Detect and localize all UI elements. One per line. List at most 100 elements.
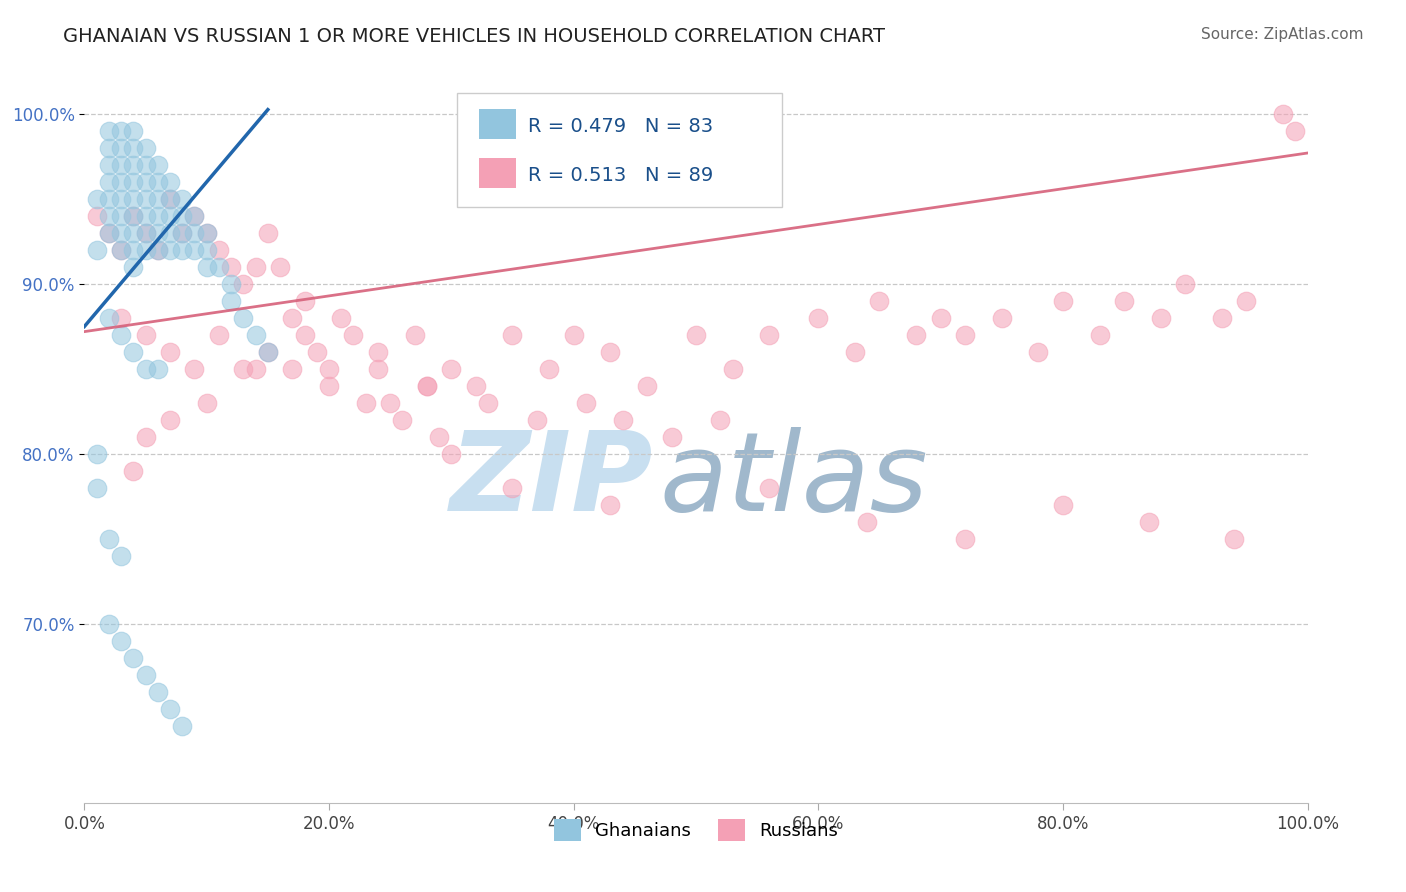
Point	[159, 413, 181, 427]
Point	[1150, 311, 1173, 326]
Point	[122, 141, 145, 155]
Point	[538, 362, 561, 376]
Point	[135, 175, 157, 189]
Point	[135, 243, 157, 257]
Point	[562, 328, 585, 343]
Point	[135, 209, 157, 223]
Point	[245, 362, 267, 376]
Text: R = 0.479   N = 83: R = 0.479 N = 83	[529, 118, 713, 136]
Point	[758, 328, 780, 343]
Point	[97, 226, 120, 240]
Point	[354, 396, 377, 410]
Point	[86, 192, 108, 206]
Point	[146, 192, 169, 206]
Point	[135, 226, 157, 240]
Point	[122, 124, 145, 138]
Point	[219, 260, 242, 274]
Point	[159, 192, 181, 206]
Text: R = 0.513   N = 89: R = 0.513 N = 89	[529, 167, 714, 186]
Point	[208, 328, 231, 343]
Point	[709, 413, 731, 427]
Point	[122, 464, 145, 478]
Point	[929, 311, 952, 326]
Point	[146, 362, 169, 376]
Point	[305, 345, 328, 359]
Point	[1114, 293, 1136, 308]
Point	[232, 362, 254, 376]
Point	[172, 719, 194, 733]
Point	[183, 226, 205, 240]
Point	[208, 243, 231, 257]
Point	[110, 243, 132, 257]
Point	[636, 379, 658, 393]
Point	[427, 430, 450, 444]
Point	[391, 413, 413, 427]
FancyBboxPatch shape	[479, 109, 516, 139]
Point	[110, 226, 132, 240]
Point	[97, 532, 120, 546]
Point	[183, 243, 205, 257]
Point	[122, 158, 145, 172]
Point	[1211, 311, 1233, 326]
Point	[122, 243, 145, 257]
Point	[135, 141, 157, 155]
Point	[318, 379, 340, 393]
Point	[953, 532, 976, 546]
Point	[159, 175, 181, 189]
Point	[159, 192, 181, 206]
Point	[844, 345, 866, 359]
Point	[195, 396, 218, 410]
Point	[159, 345, 181, 359]
Point	[122, 260, 145, 274]
Point	[1272, 107, 1295, 121]
Point	[159, 209, 181, 223]
Point	[97, 311, 120, 326]
Point	[97, 192, 120, 206]
Point	[721, 362, 744, 376]
Point	[172, 226, 194, 240]
Point	[195, 243, 218, 257]
Point	[367, 362, 389, 376]
Point	[159, 243, 181, 257]
Point	[135, 226, 157, 240]
Point	[183, 209, 205, 223]
Point	[146, 243, 169, 257]
Point	[172, 192, 194, 206]
Point	[1223, 532, 1246, 546]
Text: ZIP: ZIP	[450, 427, 654, 534]
Point	[110, 243, 132, 257]
Point	[146, 226, 169, 240]
Point	[1284, 124, 1306, 138]
Point	[1052, 293, 1074, 308]
Point	[159, 226, 181, 240]
Point	[599, 345, 621, 359]
Point	[257, 345, 280, 359]
Point	[953, 328, 976, 343]
Point	[599, 498, 621, 512]
Point	[135, 668, 157, 682]
Point	[110, 634, 132, 648]
Point	[294, 293, 316, 308]
Point	[122, 651, 145, 665]
Point	[97, 226, 120, 240]
Legend: Ghanaians, Russians: Ghanaians, Russians	[547, 812, 845, 848]
Point	[1174, 277, 1197, 291]
Point	[330, 311, 353, 326]
Point	[1088, 328, 1111, 343]
Point	[869, 293, 891, 308]
Point	[856, 515, 879, 529]
Point	[575, 396, 598, 410]
Point	[257, 345, 280, 359]
Point	[905, 328, 928, 343]
Point	[416, 379, 439, 393]
Point	[232, 277, 254, 291]
Point	[758, 481, 780, 495]
Point	[110, 175, 132, 189]
Point	[135, 328, 157, 343]
Point	[1052, 498, 1074, 512]
Point	[294, 328, 316, 343]
Point	[440, 362, 463, 376]
Point	[281, 311, 304, 326]
Point	[195, 260, 218, 274]
Point	[86, 447, 108, 461]
